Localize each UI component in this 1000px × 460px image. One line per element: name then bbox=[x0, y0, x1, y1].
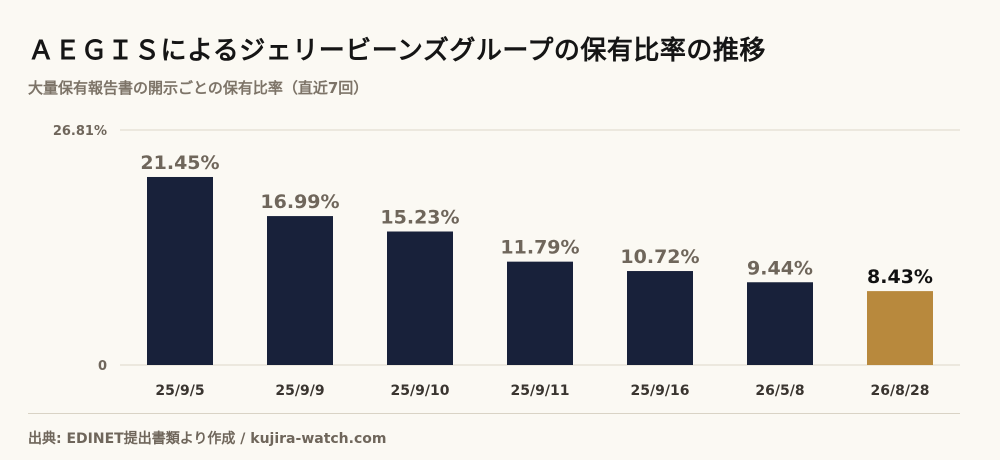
bar bbox=[147, 176, 213, 365]
bar bbox=[387, 231, 453, 365]
x-tick-label: 25/9/11 bbox=[511, 383, 570, 399]
data-label: 15.23% bbox=[380, 207, 459, 229]
y-tick-label: 26.81% bbox=[53, 124, 107, 139]
x-tick-label: 25/9/9 bbox=[275, 383, 324, 399]
x-tick-label: 26/5/8 bbox=[755, 383, 804, 399]
x-tick-label: 25/9/16 bbox=[631, 383, 690, 399]
x-tick-label: 26/8/28 bbox=[871, 383, 930, 399]
chart-subtitle: 大量保有報告書の開示ごとの保有比率（直近7回） bbox=[28, 79, 369, 97]
data-label: 11.79% bbox=[500, 237, 579, 259]
x-tick-label: 25/9/5 bbox=[155, 383, 204, 399]
bar bbox=[627, 271, 693, 365]
x-tick-label: 25/9/10 bbox=[391, 383, 450, 399]
bar bbox=[867, 291, 933, 365]
y-tick-label: 0 bbox=[98, 359, 107, 374]
data-label: 9.44% bbox=[747, 257, 813, 279]
data-label: 10.72% bbox=[620, 246, 699, 268]
source-note: 出典: EDINET提出書類より作成 / kujira-watch.com bbox=[28, 431, 387, 447]
data-label: 8.43% bbox=[867, 266, 933, 288]
footer-divider bbox=[28, 413, 960, 414]
chart-title: ＡＥＧＩＳによるジェリービーンズグループの保有比率の推移 bbox=[28, 36, 766, 66]
bar bbox=[747, 282, 813, 365]
data-label: 16.99% bbox=[260, 191, 339, 213]
data-label: 21.45% bbox=[140, 152, 219, 174]
bar bbox=[267, 216, 333, 365]
bar bbox=[507, 261, 573, 365]
